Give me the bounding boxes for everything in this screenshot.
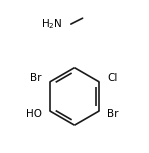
Text: Br: Br bbox=[107, 109, 119, 119]
Text: HO: HO bbox=[26, 109, 42, 119]
Text: Cl: Cl bbox=[107, 73, 117, 84]
Text: Br: Br bbox=[30, 73, 42, 84]
Text: H$_2$N: H$_2$N bbox=[41, 17, 63, 31]
